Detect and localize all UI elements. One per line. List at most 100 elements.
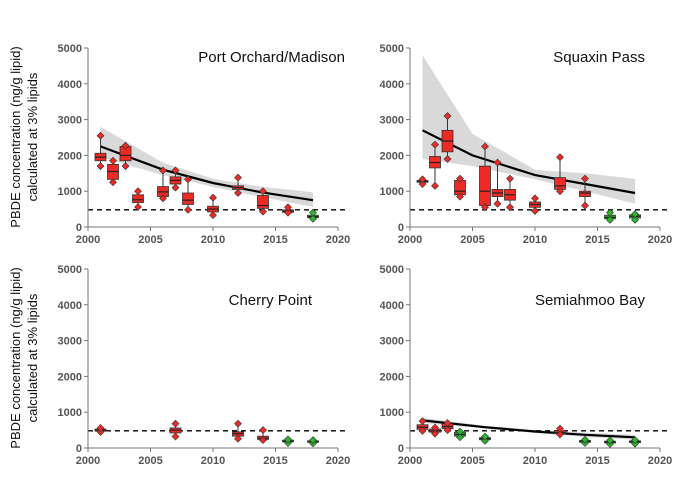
box-2006 [479, 432, 491, 445]
box-2012 [554, 424, 566, 439]
x-tick-label: 2005 [460, 455, 484, 467]
point-min [234, 434, 242, 443]
box-2012 [554, 153, 566, 196]
box-2014 [257, 426, 269, 445]
point-min [284, 208, 292, 217]
point-max [493, 158, 502, 167]
point-max [531, 194, 539, 203]
trend-confidence-band [100, 126, 313, 207]
box-2002 [429, 423, 441, 438]
box-2018 [307, 208, 319, 223]
box-2016 [282, 203, 294, 217]
point-min [556, 187, 564, 196]
point-max [134, 187, 142, 196]
x-tick-label: 2005 [138, 234, 162, 246]
box-2016 [282, 435, 294, 447]
trend-line [422, 129, 636, 195]
trend-line [100, 145, 314, 202]
point-max [606, 208, 614, 217]
point-max [121, 141, 130, 150]
y-tick-label: 5000 [380, 43, 404, 55]
y-tick-label: 1000 [58, 407, 82, 419]
y-tick-label: 3000 [380, 115, 404, 127]
y-tick-label: 0 [76, 222, 82, 234]
point-max [418, 175, 427, 184]
point-min [506, 203, 514, 212]
box-2007 [491, 158, 504, 208]
y-tick-label: 4000 [58, 300, 82, 312]
x-tick-label: 2020 [326, 234, 350, 246]
y-tick-label: 1000 [380, 186, 404, 198]
point-max [171, 419, 180, 428]
point-max [96, 131, 105, 140]
point-max [556, 424, 564, 433]
point-max [96, 424, 105, 432]
panel-port-orchard-madison: 0 1000 2000 3000 4000 5000 2000 2005 2010 2015 202… [58, 43, 351, 246]
x-tick-label: 2020 [648, 234, 672, 246]
point-min [431, 429, 439, 438]
x-tick-label: 2010 [523, 455, 547, 467]
point-max [481, 432, 489, 441]
box-iqr [579, 190, 591, 197]
panel-squaxin-pass: 0 1000 2000 3000 4000 5000 2000 2005 2010 2015 202… [380, 43, 673, 246]
x-tick-label: 2015 [263, 455, 287, 467]
y-axis-label-bottom-line1: PBDE concentration (ng/g lipid) [8, 267, 23, 448]
y-tick-label: 2000 [58, 150, 82, 162]
box-iqr [182, 192, 194, 205]
y-tick-label: 3000 [58, 115, 82, 127]
panel-title-semiahmoo-bay: Semiahmoo Bay [535, 292, 646, 309]
box-2003 [119, 141, 132, 171]
box-2002 [107, 156, 119, 187]
point-max [631, 436, 639, 445]
y-tick-label: 2000 [58, 371, 82, 383]
point-min [443, 155, 452, 163]
box-2018 [629, 436, 641, 448]
point-min [456, 192, 464, 201]
point-max [481, 142, 489, 151]
point-max [418, 417, 427, 426]
box-2016 [604, 436, 616, 448]
y-tick-label: 5000 [58, 43, 82, 55]
panel-title-port-orchard-madison: Port Orchard/Madison [198, 49, 345, 66]
x-tick-label: 2020 [648, 455, 672, 467]
y-tick-label: 5000 [58, 264, 82, 276]
point-min [606, 215, 614, 224]
box-2003 [441, 419, 454, 435]
y-tick-label: 1000 [58, 186, 82, 198]
box-2004 [454, 427, 466, 442]
point-max [506, 174, 514, 183]
point-max [234, 419, 242, 428]
box-2004 [132, 187, 144, 211]
y-tick-label: 2000 [380, 150, 404, 162]
point-max [309, 436, 317, 445]
point-min [481, 203, 489, 212]
y-tick-label: 2000 [380, 371, 404, 383]
point-min [171, 183, 180, 192]
point-min [121, 162, 130, 171]
point-min [109, 178, 117, 187]
point-max [431, 423, 439, 432]
box-2006 [157, 166, 169, 203]
point-min [96, 427, 105, 436]
box-2003 [441, 112, 454, 163]
x-tick-label: 2020 [326, 455, 350, 467]
y-tick-label: 0 [398, 222, 404, 234]
box-2010 [529, 194, 541, 215]
point-max [284, 435, 292, 444]
point-max [606, 436, 614, 445]
point-min [631, 215, 639, 224]
point-max [581, 174, 589, 183]
x-tick-label: 2000 [76, 234, 100, 246]
x-tick-label: 2010 [201, 455, 225, 467]
point-min [159, 194, 167, 203]
x-tick-label: 2015 [585, 455, 609, 467]
y-tick-label: 4000 [380, 300, 404, 312]
y-axis-label-top-line1: PBDE concentration (ng/g lipid) [8, 46, 23, 227]
point-max [234, 173, 242, 182]
box-2001 [416, 417, 429, 435]
box-iqr [257, 195, 269, 209]
panel-semiahmoo-bay: 0 1000 2000 3000 4000 5000 2000 2005 2010 2015 202… [380, 264, 673, 467]
point-min [443, 426, 452, 435]
box-2010 [207, 193, 219, 220]
